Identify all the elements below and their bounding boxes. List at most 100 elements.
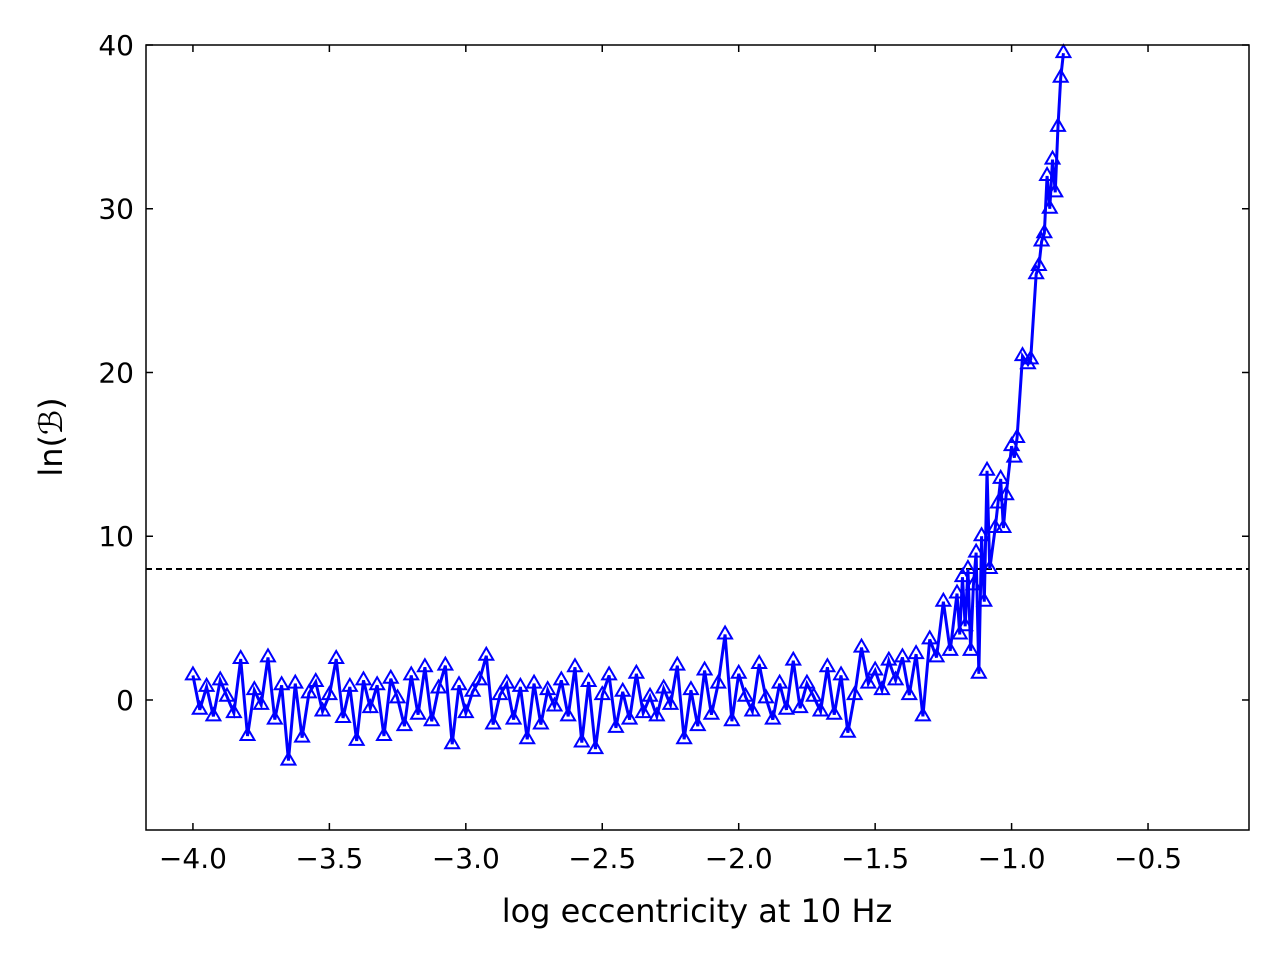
marker xyxy=(716,624,734,640)
marker xyxy=(978,460,996,476)
marker xyxy=(675,729,693,745)
marker xyxy=(1043,149,1062,165)
marker xyxy=(757,688,775,704)
marker xyxy=(991,468,1010,484)
marker xyxy=(750,653,768,669)
marker xyxy=(245,680,264,696)
marker xyxy=(586,739,605,755)
y-tick-label: 40 xyxy=(98,29,134,62)
marker xyxy=(470,670,489,686)
marker xyxy=(951,624,969,640)
marker xyxy=(443,734,461,750)
marker xyxy=(825,704,843,720)
marker xyxy=(1041,198,1059,214)
marker xyxy=(1049,116,1067,132)
marker xyxy=(504,709,523,725)
x-tick-label: −1.0 xyxy=(978,842,1046,875)
marker xyxy=(197,676,216,692)
marker xyxy=(545,696,564,712)
marker xyxy=(730,663,748,679)
marker xyxy=(961,640,980,656)
x-tick-label: −2.0 xyxy=(705,842,773,875)
marker xyxy=(723,711,741,727)
marker xyxy=(956,616,974,632)
marker xyxy=(668,655,687,671)
y-tick-label: 0 xyxy=(116,684,134,717)
marker xyxy=(266,709,284,725)
marker xyxy=(252,694,270,710)
marker xyxy=(900,685,918,701)
marker xyxy=(593,685,611,701)
marker xyxy=(852,637,871,653)
marker xyxy=(994,518,1013,534)
marker xyxy=(402,665,420,681)
marker xyxy=(327,649,345,665)
series-line xyxy=(191,53,1065,761)
x-tick-label: −1.5 xyxy=(841,842,909,875)
x-tick-label: −0.5 xyxy=(1114,842,1182,875)
marker xyxy=(941,640,959,656)
marker xyxy=(457,703,475,719)
marker xyxy=(238,726,257,742)
marker xyxy=(491,685,509,701)
marker xyxy=(798,673,816,689)
marker xyxy=(463,681,482,697)
x-tick-label: −3.0 xyxy=(432,842,500,875)
marker xyxy=(334,708,352,723)
marker xyxy=(893,647,912,663)
marker xyxy=(184,665,202,681)
marker xyxy=(805,686,823,702)
marker xyxy=(873,680,891,696)
marker xyxy=(614,681,632,697)
marker xyxy=(1052,67,1070,83)
x-tick-label: −4.0 xyxy=(159,842,227,875)
marker xyxy=(832,665,850,681)
marker xyxy=(525,673,543,689)
marker xyxy=(997,485,1015,501)
marker xyxy=(927,647,946,663)
marker xyxy=(970,663,988,679)
marker xyxy=(648,706,666,722)
marker xyxy=(736,686,755,702)
marker xyxy=(191,699,209,715)
marker xyxy=(566,657,584,673)
marker xyxy=(1038,166,1056,181)
marker xyxy=(1008,427,1026,443)
marker xyxy=(743,701,762,717)
marker xyxy=(770,673,789,689)
marker xyxy=(1021,349,1040,365)
marker xyxy=(641,686,659,702)
marker xyxy=(1035,223,1054,239)
marker xyxy=(1046,182,1064,198)
marker xyxy=(777,699,796,715)
marker xyxy=(634,703,652,719)
y-tick-label: 30 xyxy=(98,193,134,226)
marker xyxy=(627,663,646,679)
marker xyxy=(361,698,380,714)
marker xyxy=(1032,231,1051,247)
marker xyxy=(395,716,414,732)
marker xyxy=(300,683,318,699)
marker xyxy=(791,698,809,714)
marker xyxy=(225,703,243,719)
marker xyxy=(764,709,782,725)
marker xyxy=(600,665,618,681)
marker xyxy=(818,657,837,673)
marker xyxy=(886,670,905,686)
marker xyxy=(259,647,277,663)
marker xyxy=(866,660,884,676)
marker xyxy=(429,678,448,694)
marker xyxy=(1030,256,1048,272)
marker xyxy=(620,709,639,725)
marker xyxy=(661,694,680,710)
marker xyxy=(279,750,298,766)
marker xyxy=(989,493,1007,509)
marker xyxy=(436,655,455,671)
marker xyxy=(231,649,250,665)
marker xyxy=(702,704,721,720)
marker xyxy=(964,575,983,591)
marker xyxy=(972,526,991,542)
x-tick-label: −3.5 xyxy=(295,842,363,875)
marker xyxy=(682,680,700,696)
